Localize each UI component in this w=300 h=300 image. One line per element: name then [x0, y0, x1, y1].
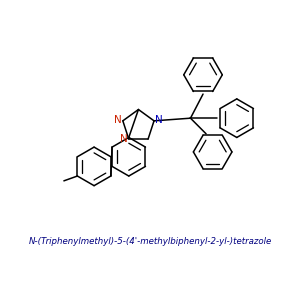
Text: N-(Triphenylmethyl)-5-(4'-methylbiphenyl-2-yl-)tetrazole: N-(Triphenylmethyl)-5-(4'-methylbiphenyl…	[28, 237, 272, 246]
Text: N: N	[155, 115, 163, 125]
Text: N: N	[114, 115, 122, 125]
Text: N: N	[120, 134, 128, 144]
